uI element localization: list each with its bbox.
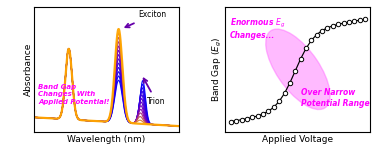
Text: Exciton: Exciton: [125, 10, 167, 27]
Y-axis label: Absorbance: Absorbance: [24, 43, 33, 96]
Text: Trion: Trion: [144, 79, 166, 106]
Text: Enormous $E_g$
Changes...: Enormous $E_g$ Changes...: [230, 17, 285, 40]
X-axis label: Applied Voltage: Applied Voltage: [262, 135, 333, 144]
Y-axis label: Band Gap ($E_g$): Band Gap ($E_g$): [211, 37, 224, 102]
Text: Band Gap
Changes  With
Applied Potential!: Band Gap Changes With Applied Potential!: [39, 84, 110, 104]
Text: Over Narrow
Potential Range: Over Narrow Potential Range: [301, 88, 369, 108]
X-axis label: Wavelength (nm): Wavelength (nm): [67, 135, 146, 144]
Ellipse shape: [266, 29, 330, 110]
